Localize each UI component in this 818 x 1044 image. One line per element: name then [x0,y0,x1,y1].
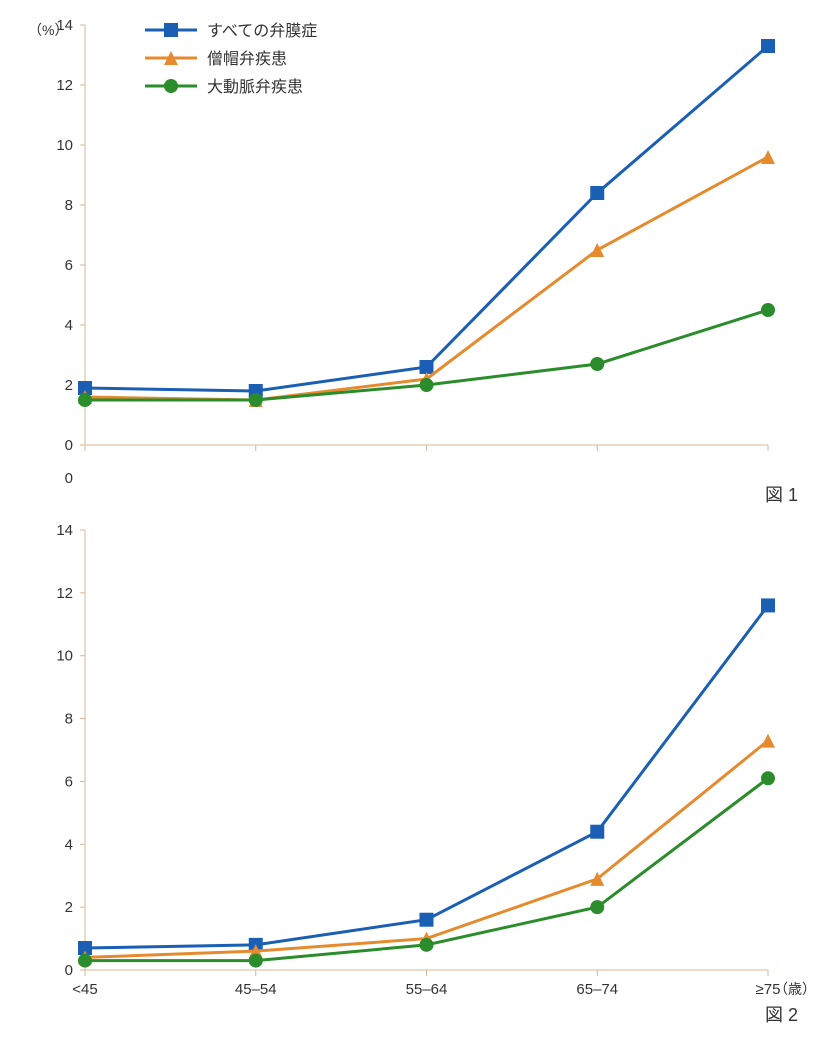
svg-text:45–54: 45–54 [235,981,277,998]
svg-text:（%）: （%） [28,22,68,38]
chart-panel-1: 02468101214すべての弁膜症僧帽弁疾患大動脈弁疾患（%）0 図 1 [10,10,808,505]
svg-text:大動脈弁疾患: 大動脈弁疾患 [207,78,303,96]
svg-text:（歳）: （歳） [774,981,808,997]
chart-container: 0 2 4 6 8 10 12 14 すべての弁膜症僧帽弁疾患大動脈弁疾患 （%） 0 図 1 0 2… [10,10,808,1025]
chart2-svg: 02468101214<4545–5455–6465–74≥75（歳） [10,515,808,1025]
svg-text:2: 2 [65,377,73,394]
svg-text:12: 12 [56,585,73,602]
svg-text:<45: <45 [72,981,97,998]
svg-text:55–64: 55–64 [406,981,448,998]
svg-text:8: 8 [65,197,73,214]
svg-text:4: 4 [65,836,73,853]
svg-text:0: 0 [65,437,73,454]
chart1-title: 図 1 [765,481,798,507]
svg-text:14: 14 [56,522,73,539]
svg-text:6: 6 [65,257,73,274]
svg-text:65–74: 65–74 [576,981,618,998]
svg-text:2: 2 [65,899,73,916]
svg-text:8: 8 [65,711,73,728]
svg-text:4: 4 [65,317,73,334]
svg-text:6: 6 [65,773,73,790]
svg-text:0: 0 [65,962,73,979]
svg-text:0: 0 [65,470,73,487]
svg-text:僧帽弁疾患: 僧帽弁疾患 [207,50,287,68]
svg-text:すべての弁膜症: すべての弁膜症 [207,22,317,40]
svg-text:10: 10 [56,648,73,665]
svg-text:12: 12 [56,77,73,94]
chart2-title: 図 2 [765,1001,798,1027]
chart-panel-2: 02468101214<4545–5455–6465–74≥75（歳） 図 2 [10,515,808,1025]
svg-text:10: 10 [56,137,73,154]
chart1-svg: 02468101214すべての弁膜症僧帽弁疾患大動脈弁疾患（%）0 [10,10,808,505]
